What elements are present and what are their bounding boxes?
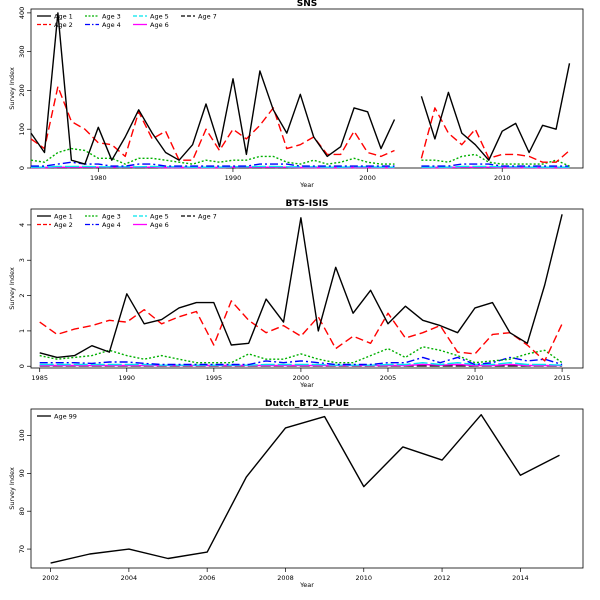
x-tick-label: 2010 bbox=[355, 574, 372, 582]
plot-frame bbox=[30, 408, 584, 569]
series-line-age-3 bbox=[30, 147, 570, 167]
series-line-age-1 bbox=[30, 12, 571, 165]
y-tick-label: 100 bbox=[18, 429, 26, 441]
x-tick-label: 1985 bbox=[31, 374, 48, 382]
legend-label: Age 2 bbox=[54, 221, 73, 229]
series-line-age-4 bbox=[31, 161, 570, 167]
y-tick-label: 0 bbox=[18, 166, 26, 170]
legend-label: Age 7 bbox=[198, 212, 217, 220]
legend-label: Age 6 bbox=[150, 221, 169, 229]
chart-title: BTS-ISIS bbox=[286, 199, 329, 209]
x-tick-label: 1990 bbox=[225, 174, 242, 182]
x-tick-label: 2012 bbox=[434, 574, 451, 582]
y-tick-label: 90 bbox=[18, 469, 26, 477]
x-tick-label: 2014 bbox=[512, 574, 529, 582]
legend-label: Age 5 bbox=[150, 12, 169, 20]
series-line-age-5 bbox=[31, 165, 570, 168]
x-tick-label: 2000 bbox=[359, 174, 376, 182]
x-tick-label: 2010 bbox=[467, 374, 484, 382]
x-axis-label: Year bbox=[299, 181, 314, 189]
series-line-age-4 bbox=[39, 356, 563, 366]
legend-label: Age 3 bbox=[102, 12, 121, 20]
series-line-age-2 bbox=[39, 300, 563, 362]
x-axis-label: Year bbox=[299, 581, 314, 589]
x-tick-label: 2006 bbox=[199, 574, 216, 582]
chart-panel-2: BTS-ISIS 1985 1990 1995 2000 2005 2010 2015 0 1 2 3… bbox=[8, 199, 584, 389]
x-axis-label: Year bbox=[299, 381, 314, 389]
legend-label: Age 2 bbox=[54, 21, 73, 29]
legend-label: Age 7 bbox=[198, 12, 217, 20]
y-tick-label: 2 bbox=[18, 293, 26, 297]
x-tick-label: 2000 bbox=[293, 374, 310, 382]
x-tick-label: 2004 bbox=[121, 574, 138, 582]
x-tick-label: 1995 bbox=[206, 374, 223, 382]
y-axis-label: Survey Index bbox=[8, 267, 16, 310]
y-axis-label: Survey Index bbox=[8, 67, 16, 110]
y-tick-label: 300 bbox=[18, 45, 26, 57]
chart-title: Dutch_BT2_LPUE bbox=[265, 399, 349, 409]
y-tick-label: 200 bbox=[18, 84, 26, 96]
y-tick-label: 4 bbox=[18, 223, 26, 227]
series-line-age-3 bbox=[39, 346, 563, 364]
legend-label: Age 5 bbox=[150, 212, 169, 220]
x-tick-label: 1990 bbox=[118, 374, 135, 382]
y-tick-label: 100 bbox=[18, 123, 26, 135]
legend-label: Age 4 bbox=[102, 21, 121, 29]
legend-label: Age 4 bbox=[102, 221, 121, 229]
legend-label: Age 6 bbox=[150, 21, 169, 29]
y-tick-label: 0 bbox=[18, 364, 26, 368]
y-axis-label: Survey Index bbox=[8, 467, 16, 510]
series-line-age-5 bbox=[39, 362, 563, 366]
x-tick-label: 2002 bbox=[42, 574, 59, 582]
chart-panel-1: SNS 1980 1990 2000 2010 0 100 200 300 400 Year Surv… bbox=[8, 0, 584, 189]
x-tick-label: 1980 bbox=[90, 174, 107, 182]
series-line-age-1 bbox=[39, 214, 563, 359]
y-tick-label: 3 bbox=[18, 258, 26, 262]
series-line-age-6 bbox=[39, 363, 563, 367]
x-tick-label: 2015 bbox=[554, 374, 571, 382]
legend-label: Age 1 bbox=[54, 12, 73, 20]
y-tick-label: 70 bbox=[18, 545, 26, 553]
chart-title: SNS bbox=[297, 0, 318, 9]
plot-frame bbox=[30, 208, 584, 369]
x-tick-label: 2010 bbox=[494, 174, 511, 182]
y-tick-label: 400 bbox=[18, 7, 26, 19]
series-line-age-2 bbox=[30, 85, 570, 163]
chart-panel-3: Dutch_BT2_LPUE 2002 2004 2006 2008 2010 2012 20… bbox=[8, 399, 584, 589]
x-tick-label: 2008 bbox=[277, 574, 294, 582]
x-tick-label: 2005 bbox=[380, 374, 397, 382]
legend-label: Age 99 bbox=[54, 412, 77, 420]
series-line-age-99 bbox=[50, 414, 560, 564]
legend: Age 99 bbox=[37, 412, 77, 420]
legend-label: Age 1 bbox=[54, 212, 73, 220]
y-tick-label: 1 bbox=[18, 329, 26, 333]
legend-label: Age 3 bbox=[102, 212, 121, 220]
plot-frame bbox=[30, 8, 584, 169]
y-tick-label: 80 bbox=[18, 507, 26, 515]
